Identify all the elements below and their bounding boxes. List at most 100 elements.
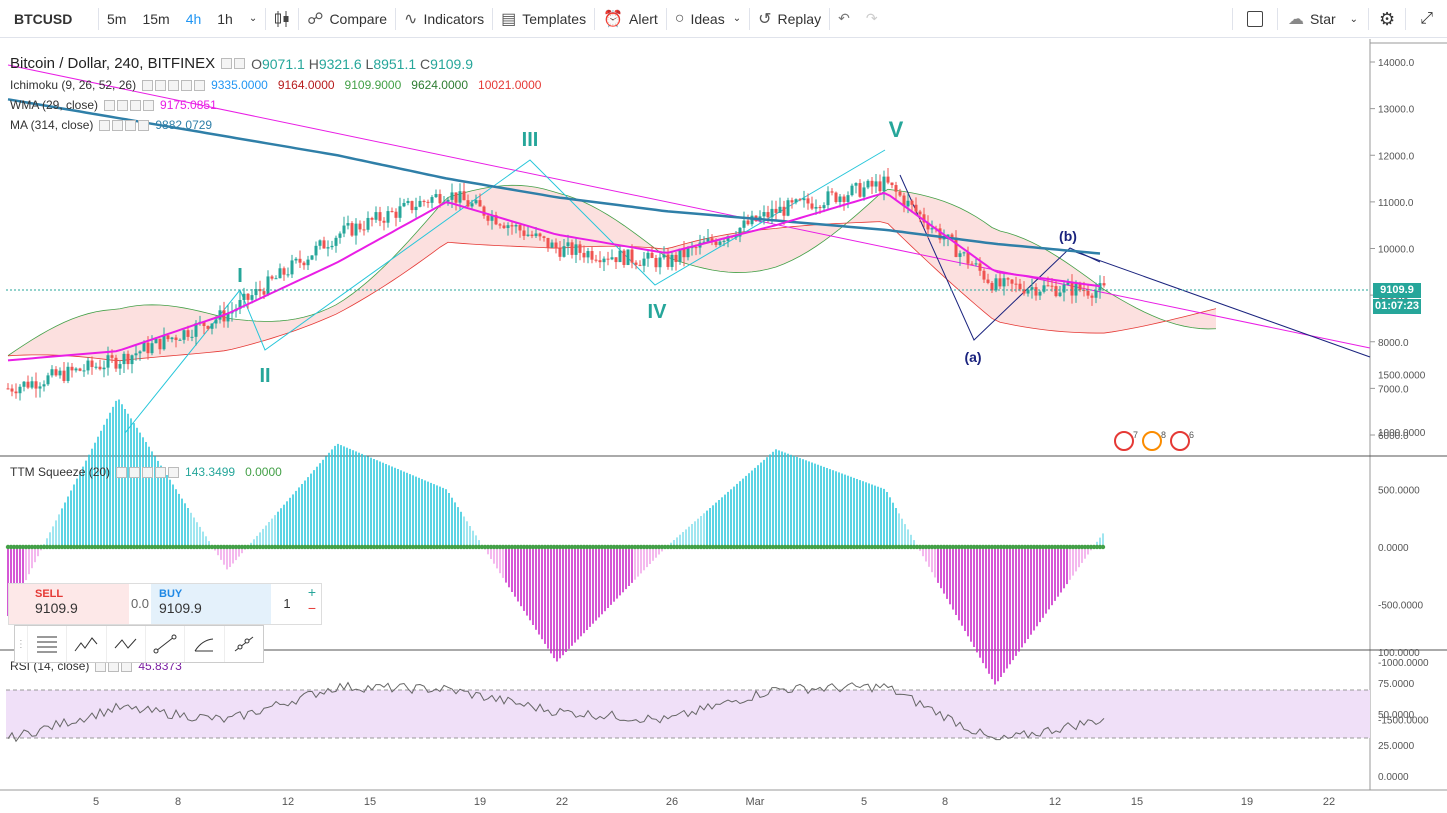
buy-price: 9109.9 <box>159 600 202 616</box>
candle-body <box>134 353 138 356</box>
expand-button[interactable]: ⤢ <box>1406 0 1447 38</box>
flag-icon[interactable] <box>1170 431 1190 451</box>
quantity-stepper[interactable]: + − <box>303 584 321 624</box>
plus-icon[interactable]: + <box>307 584 317 600</box>
ohlc-key: C <box>420 55 431 72</box>
candle-body <box>46 375 50 385</box>
candle-body <box>598 260 602 263</box>
candle-body <box>814 206 818 209</box>
ideas-button[interactable]: ○ Ideas ⌄ <box>667 0 749 38</box>
redo-button[interactable]: ↷ <box>858 0 886 38</box>
divider <box>829 7 831 30</box>
ichimoku-cloud <box>7 184 1217 362</box>
candle-body <box>914 204 918 212</box>
tool-ray[interactable] <box>225 626 263 662</box>
quantity-field[interactable]: 1 <box>283 596 291 611</box>
trendline[interactable] <box>1069 249 1371 358</box>
candle-body <box>818 206 822 209</box>
candle-body <box>386 211 390 223</box>
drag-handle[interactable]: ⋮ <box>15 626 28 662</box>
interval-4h[interactable]: 4h <box>185 10 202 27</box>
candle-body <box>38 386 42 389</box>
tool-fib[interactable] <box>28 626 68 662</box>
candle-body <box>310 255 314 260</box>
wave-abc-line[interactable] <box>899 174 1101 341</box>
flag-icon[interactable] <box>1142 431 1162 451</box>
ichimoku-legend[interactable]: Ichimoku (9, 26, 52, 26) 9335.0000 9164.… <box>10 78 551 92</box>
interval-15m[interactable]: 15m <box>142 10 170 27</box>
candle-body <box>498 224 502 226</box>
legend-controls[interactable] <box>104 99 155 111</box>
time-axis[interactable]: 5 8 12 15 19 22 26 Mar 5 8 12 15 19 22 <box>93 796 1335 808</box>
candle-body <box>634 262 638 265</box>
tool-trendline[interactable] <box>146 626 186 662</box>
candle-body <box>54 369 58 376</box>
legend-controls[interactable] <box>116 466 180 478</box>
legend-controls[interactable] <box>221 58 246 69</box>
ma-legend[interactable]: MA (314, close) 9882.0729 <box>10 118 212 132</box>
minus-icon[interactable]: − <box>307 600 317 616</box>
candle-body <box>1010 279 1014 284</box>
candle-body <box>850 185 854 196</box>
candle-body <box>602 258 606 263</box>
interval-1h[interactable]: 1h <box>217 10 233 27</box>
templates-button[interactable]: ▤ Templates <box>493 0 594 38</box>
sell-button[interactable]: SELL 9109.9 <box>9 584 129 624</box>
rsi-tick-label: 0.0000 <box>1378 772 1409 783</box>
candle-body <box>410 201 414 211</box>
indicators-label: Indicators <box>423 10 485 27</box>
candle-body <box>1090 295 1094 298</box>
rsi-axis[interactable]: 100.0000 75.0000 50.0000 25.0000 0.0000 <box>1378 648 1420 783</box>
candle-body <box>518 225 522 231</box>
fullscreen-toggle[interactable] <box>1233 0 1277 38</box>
star-button[interactable]: ☁ Star ⌄ <box>1278 0 1368 38</box>
candle-body <box>378 212 382 221</box>
undo-button[interactable]: ↶ <box>830 0 858 38</box>
price-tick-label: 14000.0 <box>1378 58 1415 69</box>
price-tick-label: 13000.0 <box>1378 105 1415 116</box>
candle-body <box>218 310 222 320</box>
candle-body <box>18 386 22 394</box>
candle-body <box>774 208 778 213</box>
tool-channel[interactable] <box>185 626 225 662</box>
candle-body <box>882 176 886 192</box>
candle-body <box>894 185 898 192</box>
candle-body <box>254 289 258 296</box>
wma-legend[interactable]: WMA (29, close) 9175.0851 <box>10 98 217 112</box>
symbol-search[interactable]: BTCUSD <box>14 10 73 27</box>
candle-body <box>190 336 194 338</box>
price-axis[interactable]: 14000.013000.012000.011000.010000.09000.… <box>1370 58 1415 442</box>
interval-5m[interactable]: 5m <box>107 10 127 27</box>
rsi-tick-label: 25.0000 <box>1378 741 1415 752</box>
ichimoku-value: 9109.9000 <box>344 78 402 92</box>
candle-body <box>942 238 946 240</box>
settings-button[interactable]: ⚙ <box>1369 0 1405 38</box>
candle-body <box>654 257 658 268</box>
candle-body <box>374 212 378 220</box>
candle-body <box>1018 283 1022 290</box>
chart-type-button[interactable] <box>266 0 298 38</box>
flag-icon[interactable] <box>1114 431 1134 451</box>
ttm-value: 0.0000 <box>245 465 282 479</box>
ttm-axis[interactable]: 1500.0000 1000.0000 500.0000 0.0000 -500.000… <box>1378 371 1429 727</box>
candle-body <box>642 258 646 266</box>
legend-controls[interactable] <box>99 119 150 131</box>
ttm-legend[interactable]: TTM Squeeze (20) 143.3499 0.0000 <box>10 465 282 479</box>
compare-button[interactable]: ☍ Compare <box>299 0 395 38</box>
trendline[interactable] <box>7 64 1371 349</box>
candle-body <box>246 293 250 300</box>
buy-button[interactable]: BUY 9109.9 <box>151 584 271 624</box>
interval-dropdown[interactable]: ⌄ <box>241 0 265 38</box>
replay-button[interactable]: ↺ Replay <box>750 0 829 38</box>
main-legend: Bitcoin / Dollar, 240, BITFINEX O9071.1 … <box>10 55 473 72</box>
tool-elliott-impulse[interactable] <box>67 626 107 662</box>
candle-body <box>798 199 802 201</box>
legend-controls[interactable] <box>142 79 206 91</box>
alert-button[interactable]: ⏰ Alert <box>595 0 666 38</box>
indicators-button[interactable]: ∿ Indicators <box>396 0 492 38</box>
candle-body <box>202 321 206 327</box>
candle-body <box>1026 289 1030 294</box>
tool-elliott-correction[interactable] <box>107 626 146 662</box>
current-price-tag: 9109.9 <box>1373 283 1421 298</box>
